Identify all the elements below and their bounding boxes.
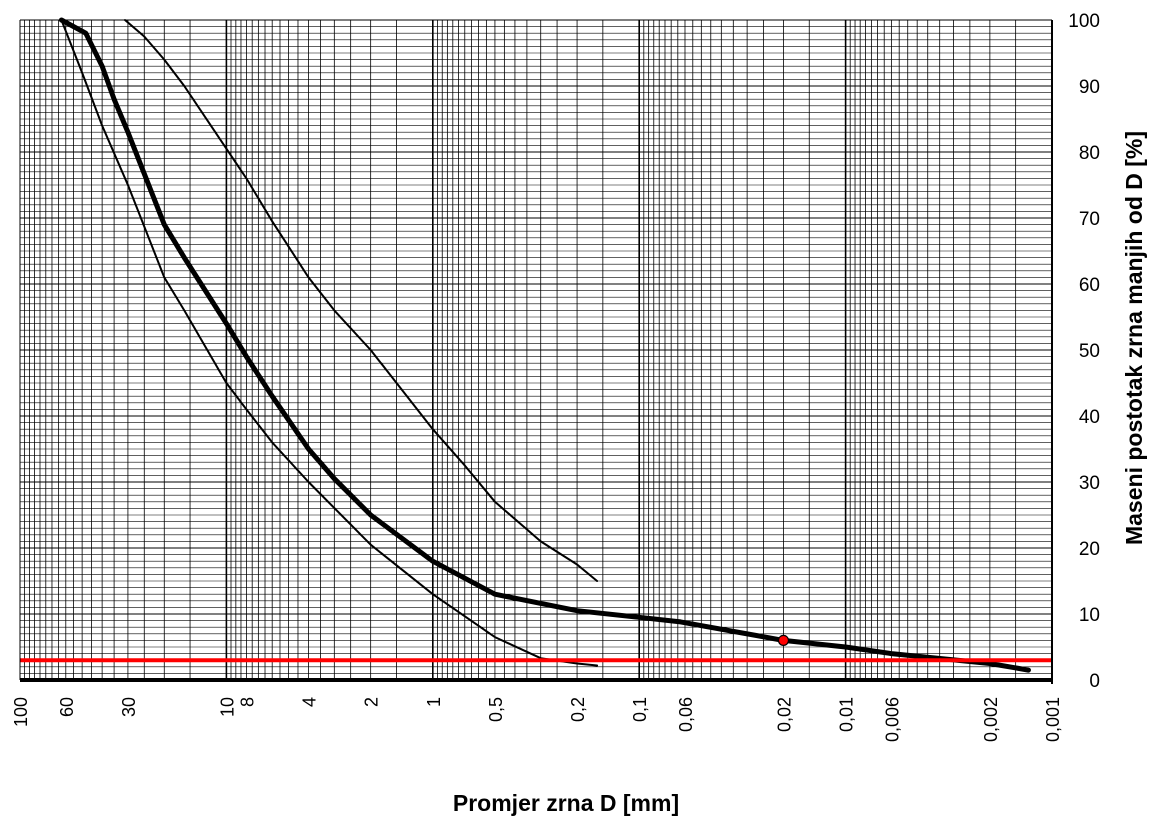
x-tick-label: 100 [11,697,31,727]
y-tick-label: 80 [1079,143,1100,164]
y-tick-labels: 0 10 20 30 40 50 60 70 80 90 100 [1068,11,1100,692]
x-tick-group: 10 [217,697,237,717]
axes-layer [19,20,1053,684]
series-line-measured-curve [58,17,1031,673]
x-tick-group: 0,006 [882,697,902,742]
y-tick-label: 20 [1079,539,1100,560]
x-tick-label: 0,01 [837,697,857,732]
x-tick-label: 0,1 [630,697,650,722]
series-line-upper-envelope [123,19,599,582]
x-tick-group: 0,06 [676,697,696,732]
y-tick-label: 60 [1079,275,1100,296]
x-tick-group: 60 [57,697,77,717]
x-tick-group: 8 [237,697,257,707]
reference-layer [20,634,1052,663]
x-tick-label: 0,5 [486,697,506,722]
x-tick-label: 0,001 [1043,697,1063,742]
y-tick-label: 50 [1079,341,1100,362]
x-tick-group: 2 [362,697,382,707]
x-tick-label: 0,002 [981,697,1001,742]
x-tick-label: 1 [424,697,444,707]
x-tick-group: 0,02 [774,697,794,732]
y-tick-label: 30 [1079,473,1100,494]
x-tick-group: 100 [11,697,31,727]
x-tick-group: 1 [424,697,444,707]
x-tick-group: 30 [119,697,139,717]
x-axis-title: Promjer zrna D [mm] [453,790,679,816]
x-tick-label: 2 [362,697,382,707]
x-tick-label: 0,02 [774,697,794,732]
y-tick-label: 0 [1089,671,1100,692]
y-tick-label: 100 [1068,11,1100,32]
x-tick-group: 0,001 [1043,697,1063,742]
x-tick-labels: 100 60 30 10 8 4 2 1 0,5 0,2 0,1 0,06 0,02 0,01 0,006 0… [11,697,1063,742]
x-tick-label: 0,06 [676,697,696,732]
x-tick-label: 8 [237,697,257,707]
x-tick-label: 0,2 [568,697,588,722]
x-tick-group: 0,002 [981,697,1001,742]
x-tick-label: 10 [217,697,237,717]
series-layer [58,17,1031,673]
y-tick-label: 70 [1079,209,1100,230]
y-axis-title: Maseni postotak zrna manjih od D [%] [1121,131,1147,545]
x-tick-label: 30 [119,697,139,717]
x-tick-group: 0,01 [837,697,857,732]
x-tick-label: 0,006 [882,697,902,742]
y-tick-label: 10 [1079,605,1100,626]
y-tick-label: 40 [1079,407,1100,428]
x-tick-label: 60 [57,697,77,717]
series-line-lower-envelope [60,19,599,667]
x-tick-label: 4 [300,697,320,707]
x-tick-group: 0,1 [630,697,650,722]
x-tick-group: 4 [300,697,320,707]
data-marker [777,634,790,647]
y-tick-label: 90 [1079,77,1100,98]
x-tick-group: 0,2 [568,697,588,722]
x-tick-group: 0,5 [486,697,506,722]
